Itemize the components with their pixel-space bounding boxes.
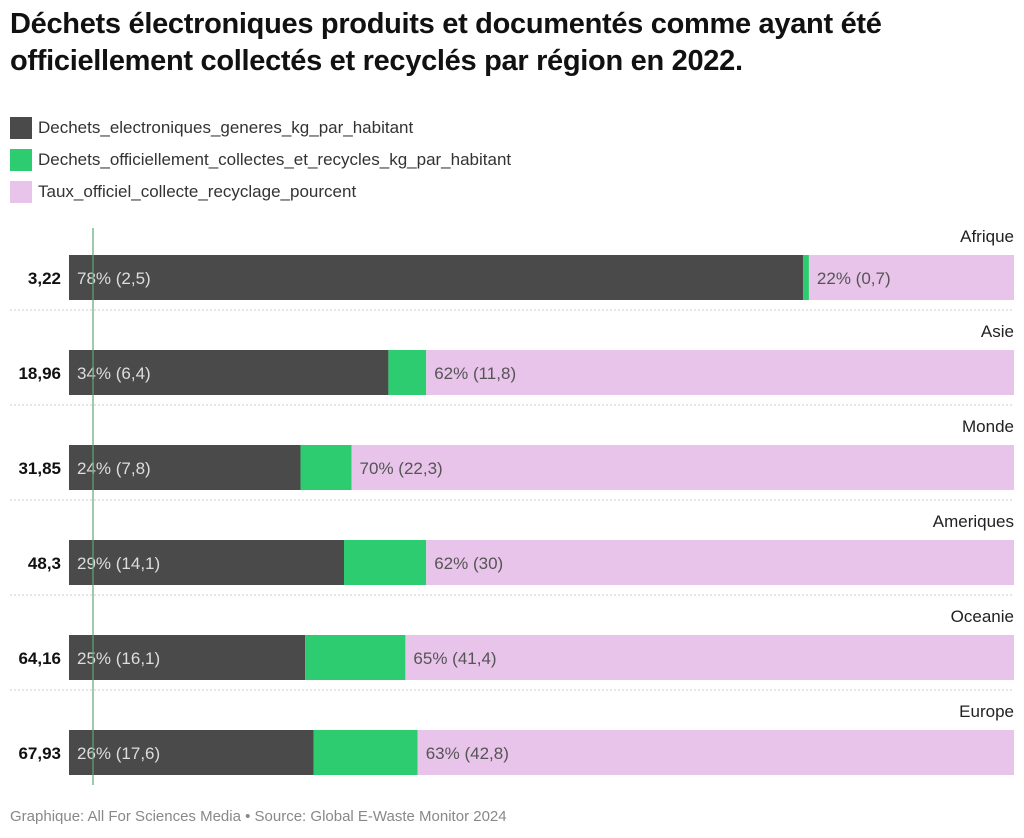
legend-item-collected: Dechets_officiellement_collectes_et_recy… xyxy=(10,144,511,176)
bar-dark-segment xyxy=(69,350,389,395)
bar-dark-segment xyxy=(69,255,804,300)
dark-data-label: 29% (14,1) xyxy=(77,554,160,573)
legend-item-rate: Taux_officiel_collecte_recyclage_pourcen… xyxy=(10,176,511,208)
pink-data-label: 22% (0,7) xyxy=(817,269,891,288)
pink-data-label: 70% (22,3) xyxy=(360,459,443,478)
category-label: Asie xyxy=(981,322,1014,341)
pink-data-label: 63% (42,8) xyxy=(426,744,509,763)
bar-green-segment xyxy=(313,730,418,775)
legend-item-generated: Dechets_electroniques_generes_kg_par_hab… xyxy=(10,112,511,144)
dark-data-label: 25% (16,1) xyxy=(77,649,160,668)
bar-green-segment xyxy=(803,255,809,300)
category-label: Monde xyxy=(962,417,1014,436)
total-label: 18,96 xyxy=(18,364,61,383)
dark-data-label: 26% (17,6) xyxy=(77,744,160,763)
dark-data-label: 34% (6,4) xyxy=(77,364,151,383)
bar-pink-segment xyxy=(808,255,1014,300)
legend-swatch xyxy=(10,181,32,203)
category-label: Ameriques xyxy=(933,512,1014,531)
legend-label: Dechets_officiellement_collectes_et_recy… xyxy=(38,150,512,169)
bar-pink-segment xyxy=(351,445,1014,490)
legend-label: Taux_officiel_collecte_recyclage_pourcen… xyxy=(38,182,357,201)
dark-data-label: 78% (2,5) xyxy=(77,269,151,288)
bar-dark-segment xyxy=(69,540,344,585)
bar-dark-segment xyxy=(69,445,301,490)
legend-label: Dechets_electroniques_generes_kg_par_hab… xyxy=(38,118,414,137)
bar-pink-segment xyxy=(405,635,1014,680)
pink-data-label: 62% (11,8) xyxy=(434,364,516,383)
bar-dark-segment xyxy=(69,635,306,680)
bar-dark-segment xyxy=(69,730,314,775)
total-label: 48,3 xyxy=(28,554,61,573)
bar-green-segment xyxy=(300,445,352,490)
pink-data-label: 62% (30) xyxy=(434,554,503,573)
legend-swatch xyxy=(10,117,32,139)
pink-data-label: 65% (41,4) xyxy=(413,649,496,668)
bar-green-segment xyxy=(305,635,406,680)
category-label: Europe xyxy=(959,702,1014,721)
total-label: 67,93 xyxy=(18,744,61,763)
bar-green-segment xyxy=(388,350,427,395)
bar-pink-segment xyxy=(426,540,1015,585)
bar-green-segment xyxy=(343,540,427,585)
legend: Dechets_electroniques_generes_kg_par_hab… xyxy=(10,112,511,208)
footer-source: Graphique: All For Sciences Media • Sour… xyxy=(10,808,507,825)
dark-data-label: 24% (7,8) xyxy=(77,459,151,478)
total-label: 3,22 xyxy=(28,269,61,288)
chart-title: Déchets électroniques produits et docume… xyxy=(10,8,882,77)
category-label: Oceanie xyxy=(951,607,1014,626)
bar-pink-segment xyxy=(426,350,1015,395)
total-label: 64,16 xyxy=(18,649,61,668)
bar-pink-segment xyxy=(417,730,1015,775)
total-label: 31,85 xyxy=(18,459,61,478)
legend-swatch xyxy=(10,149,32,171)
category-label: Afrique xyxy=(960,227,1014,246)
